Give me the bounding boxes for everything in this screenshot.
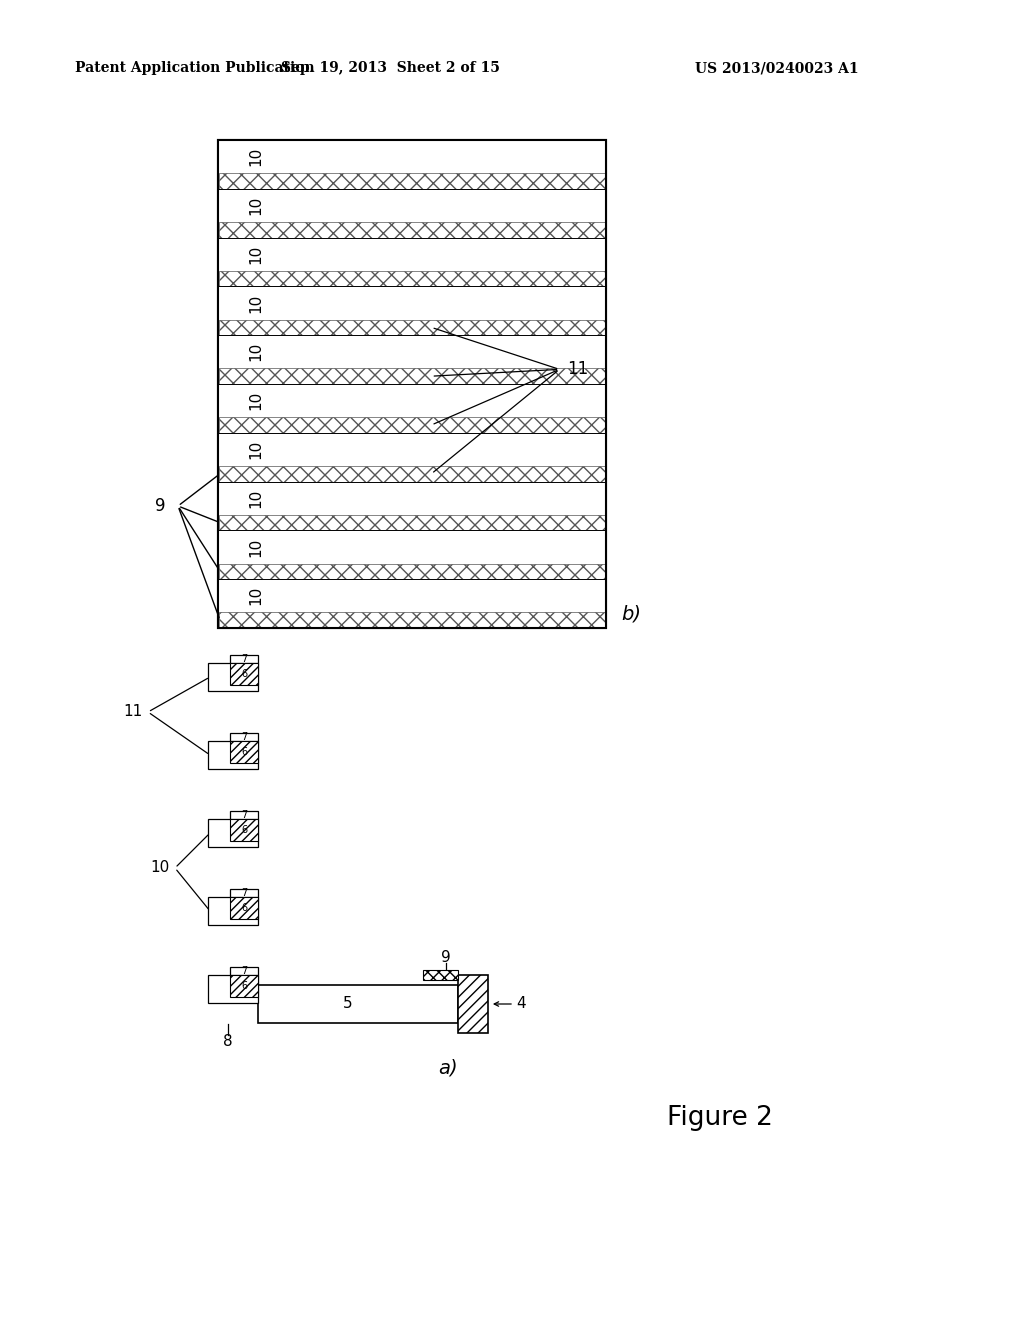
Text: 8: 8 — [223, 1034, 232, 1048]
Bar — [219, 531, 605, 564]
Text: Figure 2: Figure 2 — [667, 1105, 773, 1131]
Bar — [230, 741, 258, 763]
Text: 10: 10 — [249, 244, 263, 264]
Bar — [219, 368, 605, 384]
Bar — [230, 888, 258, 898]
Text: 10: 10 — [249, 586, 263, 606]
Text: 9: 9 — [441, 949, 451, 965]
Bar — [423, 970, 458, 979]
Bar — [219, 384, 605, 417]
Text: Sep. 19, 2013  Sheet 2 of 15: Sep. 19, 2013 Sheet 2 of 15 — [281, 61, 500, 75]
Text: 10: 10 — [249, 391, 263, 411]
Bar — [208, 663, 258, 690]
Text: 4: 4 — [516, 997, 525, 1011]
Text: b): b) — [621, 605, 641, 623]
Bar — [219, 335, 605, 368]
Text: 11: 11 — [124, 705, 143, 719]
Bar — [219, 238, 605, 271]
Text: 6: 6 — [241, 669, 247, 678]
Bar — [218, 140, 606, 628]
Text: 10: 10 — [151, 861, 170, 875]
Bar — [230, 810, 258, 818]
Text: a): a) — [438, 1059, 458, 1078]
Text: 10: 10 — [249, 488, 263, 508]
Text: 10: 10 — [249, 195, 263, 215]
Text: 10: 10 — [249, 537, 263, 557]
Bar — [208, 818, 258, 847]
Bar — [230, 655, 258, 663]
Text: 6: 6 — [241, 825, 247, 836]
Bar — [219, 612, 605, 628]
Bar — [219, 189, 605, 222]
Bar — [230, 818, 258, 841]
Text: 10: 10 — [249, 293, 263, 313]
Bar — [208, 975, 258, 1003]
Bar — [219, 564, 605, 579]
Bar — [219, 319, 605, 335]
Bar — [230, 733, 258, 741]
Bar — [219, 271, 605, 286]
Text: US 2013/0240023 A1: US 2013/0240023 A1 — [695, 61, 859, 75]
Text: 7: 7 — [241, 810, 247, 820]
Bar — [219, 141, 605, 174]
Bar — [219, 466, 605, 482]
Text: 7: 7 — [241, 966, 247, 975]
Bar — [458, 975, 488, 1034]
Text: 9: 9 — [156, 498, 166, 515]
Bar — [208, 741, 258, 770]
Bar — [258, 985, 458, 1023]
Text: 6: 6 — [241, 903, 247, 913]
Text: 6: 6 — [241, 981, 247, 991]
Bar — [219, 222, 605, 238]
Text: 7: 7 — [241, 888, 247, 898]
Text: 11: 11 — [567, 360, 589, 379]
Text: 7: 7 — [241, 733, 247, 742]
Text: 10: 10 — [249, 147, 263, 166]
Bar — [230, 968, 258, 975]
Bar — [230, 898, 258, 919]
Text: 10: 10 — [249, 342, 263, 362]
Bar — [219, 417, 605, 433]
Bar — [218, 140, 606, 628]
Bar — [230, 975, 258, 997]
Bar — [219, 579, 605, 612]
Bar — [219, 433, 605, 466]
Text: Patent Application Publication: Patent Application Publication — [75, 61, 314, 75]
Text: 6: 6 — [241, 747, 247, 756]
Bar — [219, 173, 605, 189]
Bar — [219, 482, 605, 515]
Bar — [219, 286, 605, 319]
Text: 5: 5 — [343, 997, 353, 1011]
Text: 10: 10 — [249, 440, 263, 459]
Text: 7: 7 — [241, 653, 247, 664]
Bar — [208, 898, 258, 925]
Bar — [230, 663, 258, 685]
Bar — [219, 515, 605, 531]
